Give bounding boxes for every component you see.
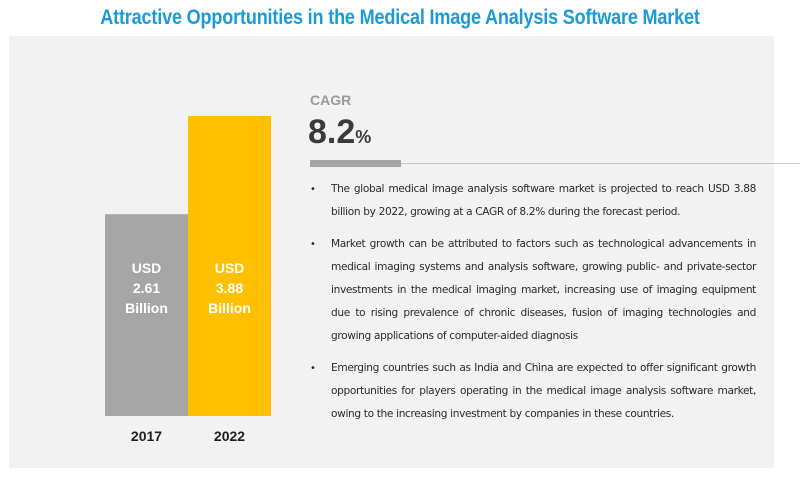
finding-item: • Market growth can be attributed to fact… xyxy=(306,233,756,348)
bar-2017 xyxy=(105,214,188,416)
x-tick-label: 2017 xyxy=(131,428,162,444)
cagr-label: CAGR xyxy=(310,92,352,108)
bar-data-label: Billion xyxy=(208,300,251,316)
finding-item: • Emerging countries such as India and Ch… xyxy=(306,357,756,426)
finding-text: Emerging countries such as India and Chi… xyxy=(331,362,756,420)
finding-text: Market growth can be attributed to facto… xyxy=(331,238,756,342)
bar-data-label: Billion xyxy=(125,300,168,316)
cagr-underline-bar xyxy=(310,160,401,167)
bar-data-label: USD xyxy=(132,260,162,276)
cagr-divider-line xyxy=(401,163,800,164)
key-findings-list: • The global medical image analysis softw… xyxy=(306,178,756,435)
bullet-icon: • xyxy=(310,239,316,250)
cagr-number: 8.2 xyxy=(308,113,356,151)
bar-data-label: 2.61 xyxy=(133,280,160,296)
x-tick-label: 2022 xyxy=(214,428,245,444)
bullet-icon: • xyxy=(310,184,316,195)
bar-data-label: 3.88 xyxy=(216,280,243,296)
bullet-icon: • xyxy=(310,363,316,374)
cagr-unit: % xyxy=(355,127,372,147)
finding-text: The global medical image analysis softwa… xyxy=(331,183,756,218)
cagr-value: 8.2% xyxy=(308,112,371,157)
bar-2022 xyxy=(188,116,271,416)
page-title: Attractive Opportunities in the Medical … xyxy=(100,6,700,29)
finding-item: • The global medical image analysis softw… xyxy=(306,178,756,224)
bar-data-label: USD xyxy=(215,260,245,276)
